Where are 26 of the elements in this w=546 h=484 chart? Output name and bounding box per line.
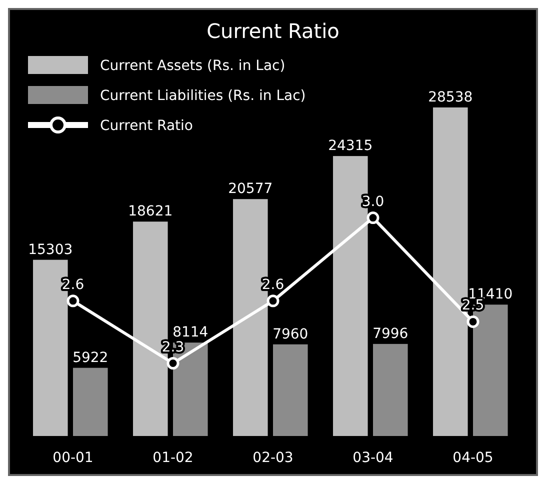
data-label: 7996: [372, 326, 408, 342]
x-tick-label: 03-04: [352, 450, 394, 466]
text: Current Ratio: [206, 19, 340, 43]
point: [66, 294, 80, 308]
point: [366, 212, 380, 224]
point: [166, 357, 180, 370]
data-label: 8114: [172, 324, 208, 341]
bar: [73, 368, 108, 436]
data-label: 7960: [272, 326, 308, 342]
x-tick-label: 02-03: [252, 450, 294, 466]
data-label: 28538: [428, 89, 473, 106]
point: [466, 315, 480, 328]
x-tick-label: 04-05: [452, 450, 494, 466]
data-label: 24315: [328, 138, 373, 154]
bar: [373, 344, 408, 436]
point: [266, 294, 280, 308]
legend-label: Current Liabilities (Rs. in Lac): [100, 88, 306, 104]
data-label: 20577: [228, 181, 273, 198]
data-label: 15303: [28, 242, 73, 258]
x-tick-label: 00-01: [52, 450, 94, 466]
x-tick-label: 01-02: [152, 450, 194, 466]
data-label: 18621: [128, 204, 173, 220]
bar: [273, 344, 308, 436]
legend-label: Current Ratio: [100, 118, 193, 134]
legend-label: Current Assets (Rs. in Lac): [100, 58, 286, 74]
data-label: 5922: [72, 350, 108, 366]
